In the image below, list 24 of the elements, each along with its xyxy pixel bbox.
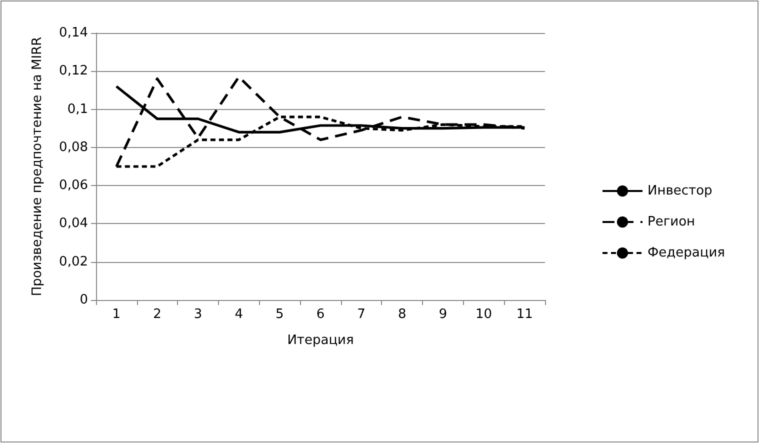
x-tick-label: 6 [316, 307, 325, 322]
x-tick-label: 5 [276, 307, 284, 322]
y-axis-title: Произведение предпочтение на MIRR [30, 36, 45, 296]
y-tick-label: 0,06 [59, 178, 88, 194]
x-tick-label: 9 [438, 307, 448, 322]
y-tick-label: 0,1 [67, 102, 88, 117]
x-tick-label: 7 [357, 307, 366, 322]
y-tick-label: 0,02 [59, 254, 88, 270]
x-tick-label: 8 [398, 307, 406, 322]
y-tick-label: 0,12 [59, 64, 88, 79]
y-tick-label: 0,14 [59, 26, 88, 40]
legend-label: Регион [647, 214, 696, 230]
y-tick-label: 0,04 [59, 216, 88, 232]
legend-label: Федерация [647, 246, 726, 260]
legend-label: Инвестор [647, 184, 712, 198]
x-tick-label: 11 [516, 307, 533, 322]
x-tick-label: 2 [153, 307, 162, 322]
x-tick-label: 1 [112, 307, 121, 322]
x-axis-title: Итерация [287, 333, 354, 348]
x-tick-label: 4 [234, 307, 244, 322]
y-tick-label: 0,08 [59, 140, 88, 155]
x-tick-label: 10 [476, 307, 492, 322]
x-tick-label: 3 [194, 307, 202, 322]
y-tick-label: 0 [80, 292, 88, 308]
